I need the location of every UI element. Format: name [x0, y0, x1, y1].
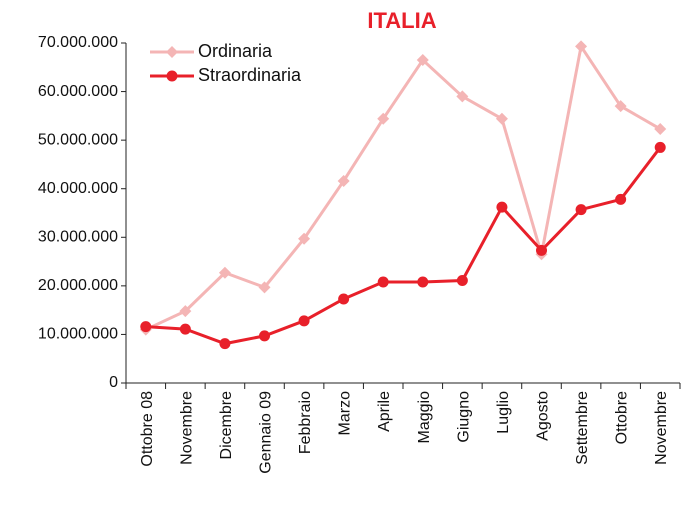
data-point	[179, 305, 192, 318]
data-point	[259, 330, 270, 342]
data-point	[219, 338, 231, 350]
data-point	[575, 40, 588, 53]
data-point	[298, 232, 311, 245]
y-tick-label: 50.000.000	[38, 131, 118, 148]
y-tick-label: 20.000.000	[38, 277, 118, 294]
data-point	[456, 275, 468, 287]
x-tick-label: Ottobre	[614, 391, 631, 444]
x-tick-label: Gennaio 09	[258, 391, 275, 474]
chart-title: ITALIA	[367, 8, 436, 33]
x-tick-label: Febbraio	[297, 391, 314, 454]
data-point	[575, 204, 587, 216]
x-tick-label: Settembre	[574, 391, 591, 465]
data-point	[338, 293, 350, 305]
x-tick-label: Marzo	[337, 391, 354, 436]
legend-marker	[166, 70, 178, 82]
data-point	[654, 141, 666, 153]
x-tick-label: Ottobre 08	[139, 391, 156, 467]
data-point	[140, 321, 152, 333]
data-point	[337, 174, 350, 187]
x-tick-label: Agosto	[535, 391, 552, 441]
x-tick-label: Dicembre	[218, 391, 235, 460]
data-point	[377, 276, 389, 288]
legend-marker	[166, 46, 178, 58]
data-point	[654, 122, 667, 135]
x-tick-label: Novembre	[178, 391, 195, 465]
data-point	[298, 315, 310, 327]
x-tick-label: Maggio	[416, 391, 433, 444]
data-point	[258, 281, 271, 294]
data-point	[536, 244, 547, 256]
y-tick-label: 10.000.000	[38, 326, 118, 343]
data-point	[496, 201, 508, 213]
y-tick-label: 30.000.000	[38, 229, 118, 246]
data-point	[416, 54, 429, 66]
x-tick-label: Luglio	[495, 391, 512, 434]
y-tick-label: 0	[109, 374, 118, 391]
y-tick-label: 70.000.000	[38, 34, 118, 51]
y-tick-label: 40.000.000	[38, 180, 118, 197]
y-tick-label: 60.000.000	[38, 83, 118, 100]
data-point	[495, 112, 508, 125]
legend-label: Straordinaria	[198, 65, 302, 85]
data-point	[615, 193, 627, 205]
x-tick-label: Novembre	[653, 391, 670, 465]
data-point	[377, 112, 390, 125]
data-point	[456, 90, 469, 103]
legend-label: Ordinaria	[198, 41, 273, 61]
data-point	[179, 323, 191, 335]
data-point	[218, 266, 231, 279]
x-tick-label: Aprile	[376, 391, 393, 432]
data-point	[614, 100, 627, 113]
x-tick-label: Giugno	[455, 391, 472, 443]
data-point	[417, 276, 429, 288]
series-line	[145, 42, 661, 331]
series-line	[145, 146, 662, 346]
